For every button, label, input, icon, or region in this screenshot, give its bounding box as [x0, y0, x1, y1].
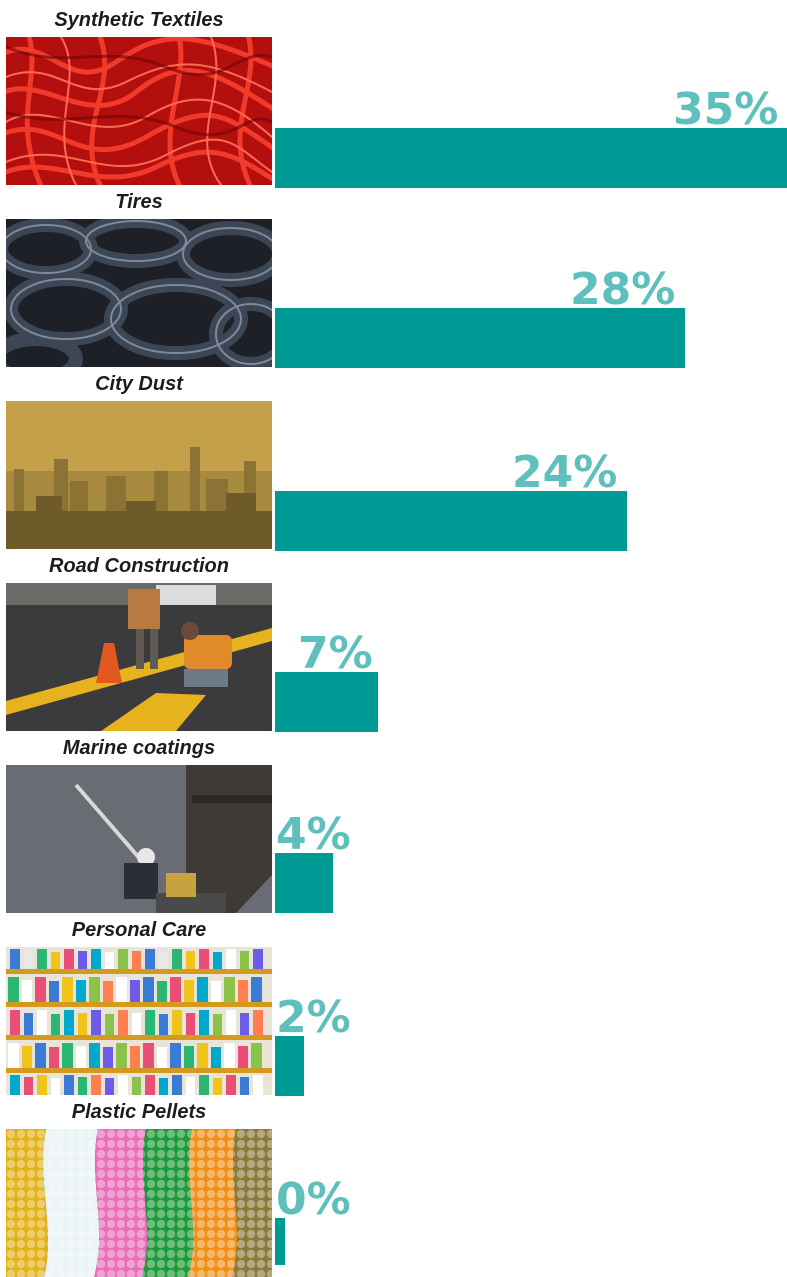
category-label: Personal Care — [71, 919, 207, 941]
value-label: 7% — [298, 628, 373, 679]
chart-row-tires: Tires — [0, 182, 787, 368]
category-label: City Dust — [95, 373, 183, 395]
bar — [275, 491, 627, 551]
bar — [275, 128, 787, 188]
bar — [275, 853, 333, 913]
chart-row-marine-coatings: Marine coatings 4% — [0, 728, 787, 913]
category-label: Plastic Pellets — [71, 1101, 207, 1123]
road-workers-photo — [6, 583, 272, 731]
tires-photo — [6, 219, 272, 367]
value-label: 2% — [276, 992, 351, 1043]
bar — [275, 308, 685, 368]
ship-painting-photo — [6, 765, 272, 913]
bar — [275, 1036, 304, 1096]
chart-row-plastic-pellets: Plastic Pellets 0% — [0, 1092, 787, 1277]
value-label: 28% — [570, 264, 676, 315]
chart-row-synthetic-textiles: Synthetic Textiles — [0, 0, 787, 188]
bar — [275, 672, 378, 732]
value-label: 4% — [276, 809, 351, 860]
red-fibers-photo — [6, 37, 272, 185]
city-smog-photo — [6, 401, 272, 549]
category-label: Synthetic Textiles — [54, 9, 224, 31]
category-label: Road Construction — [49, 555, 229, 577]
value-label: 0% — [276, 1174, 351, 1225]
category-label: Tires — [115, 191, 163, 213]
chart-row-road-construction: Road Construction 7% — [0, 546, 787, 732]
chart-row-personal-care: Personal Care 2% — [0, 910, 787, 1096]
plastic-pellets-photo — [6, 1129, 272, 1277]
store-shelves-photo — [6, 947, 272, 1095]
value-label: 24% — [512, 447, 618, 498]
bar — [275, 1218, 285, 1265]
chart-row-city-dust: City Dust — [0, 364, 787, 551]
value-label: 35% — [673, 84, 779, 135]
category-label: Marine coatings — [62, 737, 216, 759]
